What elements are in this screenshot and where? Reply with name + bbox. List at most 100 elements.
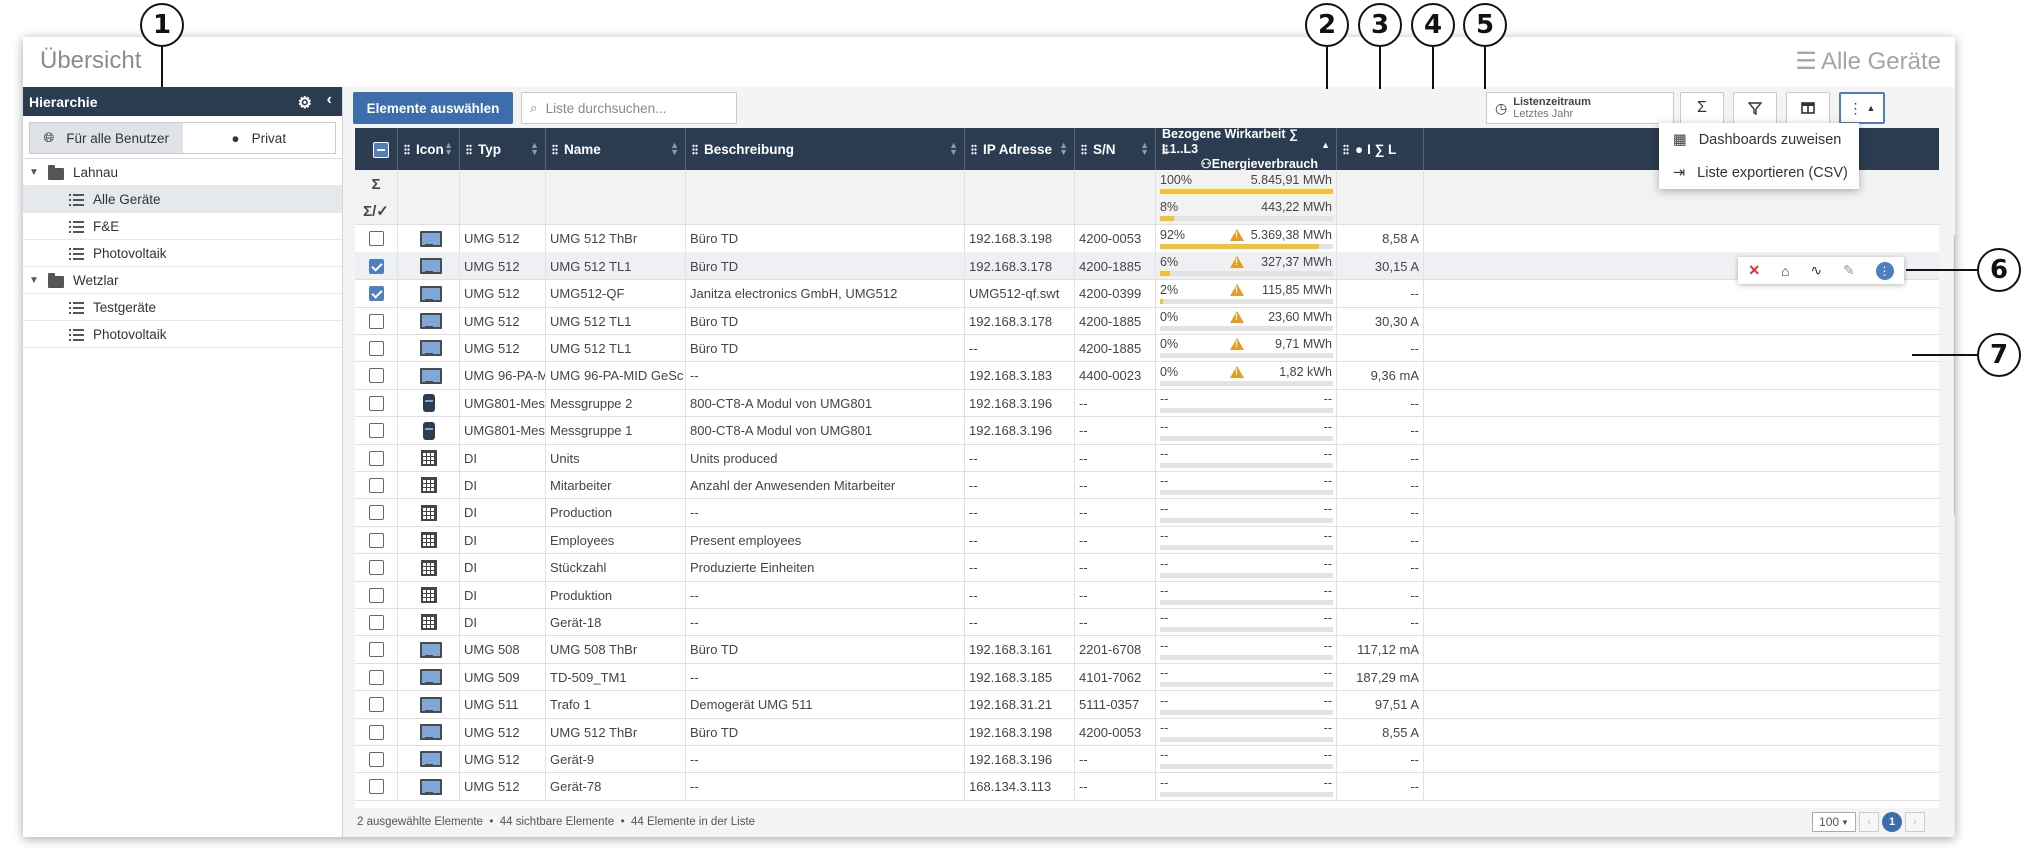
table-row[interactable]: DI Units Units produced -- -- -- -- -- xyxy=(355,444,1939,472)
current-page[interactable]: 1 xyxy=(1882,812,1902,832)
tree-item[interactable]: Alle Geräte xyxy=(23,186,342,213)
columns-button[interactable] xyxy=(1786,92,1830,124)
toggle-private[interactable]: ● Privat xyxy=(183,123,336,153)
collapse-sidebar-icon[interactable]: ‹ xyxy=(326,91,332,108)
table-row[interactable]: UMG 512 UMG 512 TL1 Büro TD 192.168.3.178 42… xyxy=(355,307,1939,335)
next-page-button[interactable]: › xyxy=(1905,812,1925,832)
gear-icon[interactable]: ⚙ xyxy=(297,95,312,112)
header-description[interactable]: Beschreibung ▲ ▼ xyxy=(686,128,965,170)
tree-item[interactable]: Photovoltaik xyxy=(23,321,342,348)
table-row[interactable]: DI Production -- -- -- -- -- -- xyxy=(355,498,1939,527)
row-checkbox[interactable] xyxy=(368,560,384,576)
table-scrollbar[interactable] xyxy=(1953,235,1955,837)
wrench-icon[interactable]: ✎ xyxy=(1842,262,1855,278)
table-row[interactable]: UMG 512 Gerät-9 -- 192.168.3.196 -- -- -- -- xyxy=(355,745,1939,774)
drag-handle-icon[interactable] xyxy=(971,143,977,155)
header-ip[interactable]: IP Adresse ▲ ▼ xyxy=(965,128,1075,170)
row-checkbox[interactable] xyxy=(368,477,384,493)
row-checkbox[interactable] xyxy=(368,779,384,795)
home-icon[interactable]: ⌂ xyxy=(1781,262,1790,279)
table-row[interactable]: UMG 509 TD-509_TM1 -- 192.168.3.185 4101-706… xyxy=(355,663,1939,692)
filter-button[interactable] xyxy=(1733,92,1777,124)
row-checkbox[interactable] xyxy=(368,450,384,466)
header-current[interactable]: ● I ∑ L xyxy=(1337,128,1424,170)
list-period-select[interactable]: ◷ Listenzeitraum Letztes Jahr xyxy=(1486,92,1674,124)
row-checkbox[interactable] xyxy=(368,642,384,658)
sort-asc-icon[interactable]: ▲ xyxy=(1321,140,1330,150)
row-checkbox[interactable] xyxy=(368,395,384,411)
table-row[interactable]: UMG 508 UMG 508 ThBr Büro TD 192.168.3.161 2… xyxy=(355,635,1939,664)
select-all-checkbox[interactable] xyxy=(373,142,389,158)
table-row[interactable]: DI Gerät-18 -- -- -- -- -- -- xyxy=(355,608,1939,637)
chart-icon[interactable]: ∿ xyxy=(1810,262,1823,278)
drag-handle-icon[interactable] xyxy=(552,143,558,155)
tree-item[interactable]: ▼ Wetzlar xyxy=(23,267,342,294)
table-row[interactable]: UMG801-Mess... Messgruppe 1 800-CT8-A Modu… xyxy=(355,416,1939,445)
header-sn[interactable]: S/N ▲ ▼ xyxy=(1075,128,1156,170)
row-checkbox[interactable] xyxy=(368,340,384,356)
page-size-select[interactable]: 100 ▼ xyxy=(1812,812,1856,832)
row-checkbox[interactable] xyxy=(368,313,384,329)
table-row[interactable]: DI Stückzahl Produzierte Einheiten -- -- -- --… xyxy=(355,553,1939,582)
table-row[interactable]: UMG 512 UMG 512 TL1 Büro TD -- 4200-1885 0% 9,… xyxy=(355,334,1939,363)
menu-item-assign-dashboards[interactable]: ▦ Dashboards zuweisen xyxy=(1659,123,1859,156)
sort-icon[interactable]: ▲ ▼ xyxy=(949,140,958,157)
row-checkbox[interactable] xyxy=(368,505,384,521)
row-checkbox[interactable] xyxy=(368,587,384,603)
row-checkbox[interactable] xyxy=(368,697,384,713)
row-checkbox[interactable] xyxy=(368,258,384,274)
expand-caret-icon[interactable]: ▼ xyxy=(29,275,39,286)
more-options-button[interactable]: ⋮ ▲ xyxy=(1839,92,1885,124)
sum-button[interactable]: Σ xyxy=(1680,92,1724,124)
header-energy[interactable]: Bezogene Wirkarbeit ∑ L1..L3 ⚇Energiever… xyxy=(1156,128,1337,171)
table-row[interactable]: UMG 512 UMG 512 ThBr Büro TD 192.168.3.198 4… xyxy=(355,718,1939,746)
drag-handle-icon[interactable] xyxy=(1081,143,1087,155)
table-row[interactable]: DI Mitarbeiter Anzahl der Anwesenden Mitar… xyxy=(355,471,1939,500)
drag-handle-icon[interactable] xyxy=(1343,143,1349,155)
scrollbar-thumb[interactable] xyxy=(1954,235,1955,515)
tree-item[interactable]: F&E xyxy=(23,213,342,240)
row-checkbox[interactable] xyxy=(368,669,384,685)
table-row[interactable]: UMG 512 UMG 512 TL1 Büro TD 192.168.3.178 42… xyxy=(355,252,1939,281)
header-typ[interactable]: Typ ▲ ▼ xyxy=(460,128,546,170)
row-checkbox[interactable] xyxy=(368,231,384,247)
sort-icon[interactable]: ▲ ▼ xyxy=(1140,140,1149,157)
delete-icon[interactable]: ✕ xyxy=(1748,262,1761,278)
expand-caret-icon[interactable]: ▼ xyxy=(29,167,39,178)
sort-icon[interactable]: ▲ ▼ xyxy=(530,140,539,157)
table-row[interactable]: UMG801-Mess... Messgruppe 2 800-CT8-A Modu… xyxy=(355,389,1939,418)
tree-item[interactable]: Photovoltaik xyxy=(23,240,342,267)
search-input[interactable]: ⌕ Liste durchsuchen... xyxy=(521,92,737,124)
table-row[interactable]: UMG 512 Gerät-78 -- 168.134.3.113 -- -- -- -- xyxy=(355,772,1939,801)
row-checkbox[interactable] xyxy=(368,751,384,767)
row-checkbox[interactable] xyxy=(368,532,384,548)
tree-item[interactable]: ▼ Lahnau xyxy=(23,159,342,186)
row-checkbox[interactable] xyxy=(368,368,384,384)
select-elements-button[interactable]: Elemente auswählen xyxy=(353,92,513,124)
drag-handle-icon[interactable] xyxy=(692,143,698,155)
table-row[interactable]: DI Produktion -- -- -- -- -- -- xyxy=(355,581,1939,609)
sort-icon[interactable]: ▲ ▼ xyxy=(444,140,453,157)
table-row[interactable]: UMG 96-PA-MID UMG 96-PA-MID GeSc -- 192.168… xyxy=(355,361,1939,390)
sort-icon[interactable]: ▲ ▼ xyxy=(1059,140,1068,157)
tree-item[interactable]: Testgeräte xyxy=(23,294,342,321)
toggle-all-users[interactable]: 🌐︎ Für alle Benutzer xyxy=(30,123,183,153)
row-checkbox[interactable] xyxy=(368,724,384,740)
row-checkbox[interactable] xyxy=(368,423,384,439)
header-name[interactable]: Name ▲ ▼ xyxy=(546,128,686,170)
row-more-icon[interactable]: ⋮ xyxy=(1875,261,1894,280)
drag-handle-icon[interactable] xyxy=(1162,144,1168,155)
drag-handle-icon[interactable] xyxy=(404,143,410,155)
drag-handle-icon[interactable] xyxy=(466,143,472,155)
sort-icon[interactable]: ▲ ▼ xyxy=(670,140,679,157)
table-row[interactable]: DI Employees Present employees -- -- -- -- -- xyxy=(355,526,1939,555)
prev-page-button[interactable]: ‹ xyxy=(1859,812,1879,832)
menu-item-export-csv[interactable]: ⇥ Liste exportieren (CSV) xyxy=(1659,156,1859,189)
table-row[interactable]: UMG 511 Trafo 1 Demogerät UMG 511 192.168.3… xyxy=(355,690,1939,719)
row-checkbox[interactable] xyxy=(368,614,384,630)
header-select-all[interactable] xyxy=(355,128,398,170)
table-row[interactable]: UMG 512 UMG 512 ThBr Büro TD 192.168.3.198 4… xyxy=(355,224,1939,253)
row-checkbox[interactable] xyxy=(368,286,384,302)
header-icon[interactable]: Icon ▲ ▼ xyxy=(398,128,460,170)
table-row[interactable]: UMG 512 UMG512-QF Janitza electronics GmbH… xyxy=(355,279,1939,308)
